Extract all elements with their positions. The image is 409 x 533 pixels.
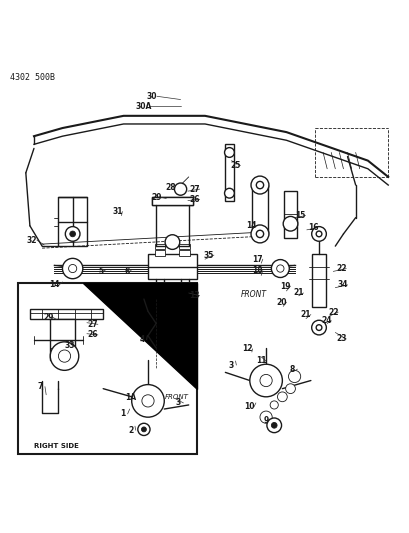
Circle shape xyxy=(256,230,263,238)
Text: 29: 29 xyxy=(151,193,161,202)
Text: 11: 11 xyxy=(255,357,266,366)
Text: 35: 35 xyxy=(203,251,214,260)
Circle shape xyxy=(58,350,70,362)
Text: 12: 12 xyxy=(242,344,252,353)
Text: 30: 30 xyxy=(146,92,157,101)
Text: 26: 26 xyxy=(88,330,98,340)
Text: 29: 29 xyxy=(43,313,53,322)
Text: 5: 5 xyxy=(98,267,103,276)
Text: 9: 9 xyxy=(263,416,268,425)
Circle shape xyxy=(271,423,276,428)
Text: 22: 22 xyxy=(335,264,346,273)
Circle shape xyxy=(249,364,282,397)
Bar xyxy=(30,309,103,319)
Bar xyxy=(224,144,234,201)
Text: 19: 19 xyxy=(280,281,290,290)
Bar xyxy=(179,250,189,255)
Text: 27: 27 xyxy=(189,184,200,193)
Text: 31: 31 xyxy=(112,207,122,216)
Text: 7: 7 xyxy=(37,382,43,391)
Polygon shape xyxy=(83,283,196,389)
Text: 21: 21 xyxy=(300,310,310,319)
Text: RIGHT SIDE: RIGHT SIDE xyxy=(34,443,79,449)
Text: 3: 3 xyxy=(175,399,181,407)
Text: 4302 500B: 4302 500B xyxy=(9,73,54,82)
Text: 25: 25 xyxy=(230,161,240,170)
Text: 28: 28 xyxy=(165,183,175,191)
Circle shape xyxy=(224,148,234,157)
Circle shape xyxy=(276,265,283,272)
Text: 17: 17 xyxy=(252,255,263,264)
Bar xyxy=(284,191,296,238)
Bar xyxy=(155,244,165,249)
Circle shape xyxy=(137,423,150,435)
Circle shape xyxy=(131,385,164,417)
Text: 4: 4 xyxy=(139,335,144,344)
Circle shape xyxy=(311,320,326,335)
Circle shape xyxy=(285,384,294,393)
Circle shape xyxy=(256,181,263,189)
Circle shape xyxy=(70,231,75,237)
Circle shape xyxy=(315,231,321,237)
Text: 3: 3 xyxy=(228,360,234,369)
Text: 32: 32 xyxy=(27,236,37,245)
Circle shape xyxy=(259,411,272,423)
Text: 21: 21 xyxy=(293,288,303,297)
Circle shape xyxy=(174,183,186,195)
Circle shape xyxy=(50,342,79,370)
Text: 18: 18 xyxy=(252,266,263,275)
Text: 13: 13 xyxy=(189,292,200,300)
Text: 23: 23 xyxy=(335,335,346,343)
Text: 15: 15 xyxy=(295,211,305,220)
Bar xyxy=(311,254,326,307)
Circle shape xyxy=(65,227,80,241)
Text: FRONT: FRONT xyxy=(164,394,188,400)
Circle shape xyxy=(165,235,179,249)
Circle shape xyxy=(259,374,272,386)
Text: 10: 10 xyxy=(243,402,254,411)
Circle shape xyxy=(266,418,281,433)
Circle shape xyxy=(250,225,268,243)
Circle shape xyxy=(62,259,83,279)
Text: 14: 14 xyxy=(246,221,256,230)
Bar xyxy=(50,319,74,360)
Bar xyxy=(58,197,87,246)
Text: 22: 22 xyxy=(327,308,338,317)
Text: 24: 24 xyxy=(320,316,331,325)
Bar xyxy=(179,244,189,249)
Circle shape xyxy=(283,216,297,231)
Circle shape xyxy=(224,188,234,198)
Circle shape xyxy=(68,264,76,272)
Circle shape xyxy=(250,176,268,194)
Circle shape xyxy=(142,395,154,407)
Circle shape xyxy=(315,325,321,330)
Text: 2: 2 xyxy=(128,426,133,435)
Text: 20: 20 xyxy=(276,298,286,307)
Text: 8: 8 xyxy=(289,365,294,374)
Circle shape xyxy=(270,401,278,409)
Text: FRONT: FRONT xyxy=(240,290,266,299)
Bar xyxy=(152,197,192,205)
Text: 14: 14 xyxy=(49,280,59,289)
Text: 27: 27 xyxy=(88,320,98,329)
Text: 16: 16 xyxy=(307,223,317,232)
Text: 34: 34 xyxy=(337,280,347,289)
Text: 33: 33 xyxy=(64,342,75,350)
Circle shape xyxy=(271,260,289,278)
Circle shape xyxy=(277,392,287,402)
Text: 1A: 1A xyxy=(125,393,136,402)
Text: 1: 1 xyxy=(120,409,125,418)
Circle shape xyxy=(311,227,326,241)
Circle shape xyxy=(288,370,300,383)
Bar xyxy=(148,254,196,279)
Text: 30A: 30A xyxy=(135,102,152,111)
Bar xyxy=(18,283,196,454)
Text: 26: 26 xyxy=(189,195,200,204)
Text: 6: 6 xyxy=(124,267,129,276)
Circle shape xyxy=(141,427,146,432)
Bar xyxy=(152,197,192,205)
Bar xyxy=(155,250,165,255)
